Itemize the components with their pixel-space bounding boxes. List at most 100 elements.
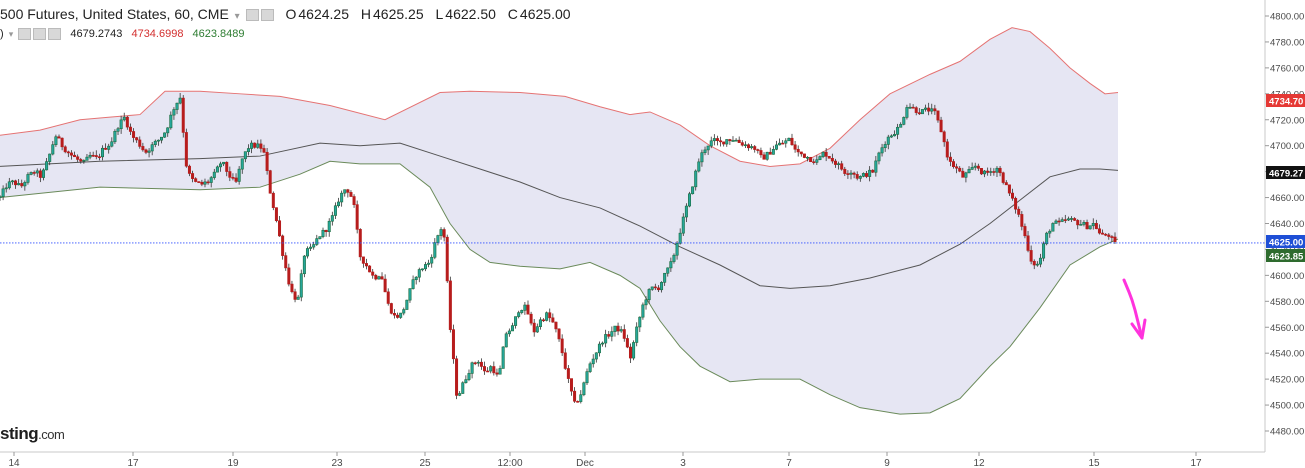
candle-body	[917, 112, 921, 115]
candle-body	[386, 291, 390, 304]
y-tick-label: 4580.00	[1270, 297, 1304, 308]
candle-body	[802, 153, 806, 158]
candle-body	[647, 289, 651, 301]
candle-body	[619, 329, 623, 332]
chevron-down-icon[interactable]: ▾	[8, 29, 14, 39]
close-icon[interactable]	[48, 28, 62, 41]
candle-body	[1088, 225, 1092, 230]
candle-body	[337, 201, 341, 207]
candle-body	[967, 169, 971, 174]
x-tick-label: 23	[331, 458, 343, 468]
candle-body	[759, 150, 763, 156]
candle-body	[660, 282, 664, 291]
candle-body	[392, 313, 396, 316]
candle-body	[424, 264, 428, 270]
candle-body	[700, 152, 704, 163]
candle-body	[163, 132, 167, 138]
settings-icon[interactable]	[245, 9, 259, 22]
ohlc-high-key: H	[360, 6, 371, 22]
candle-body	[970, 167, 974, 170]
settings-icon[interactable]	[18, 28, 32, 41]
indicator-title[interactable]: )	[0, 28, 4, 40]
candle-body	[504, 333, 508, 348]
candle-body	[1066, 218, 1070, 221]
ohlc-low-key: L	[435, 6, 444, 22]
candle-body	[719, 140, 723, 143]
price-axis[interactable]: 4800.004780.004760.004740.004720.004700.…	[1265, 12, 1304, 438]
candle-body	[787, 137, 791, 142]
candle-body	[858, 176, 862, 179]
candle-body	[166, 127, 170, 134]
logo-suffix: .com	[38, 427, 65, 442]
candle-body	[632, 342, 636, 359]
candle-body	[694, 170, 698, 188]
candle-body	[510, 325, 514, 332]
candle-body	[250, 142, 254, 149]
candle-body	[650, 286, 654, 290]
candle-body	[815, 159, 819, 163]
candle-body	[467, 373, 471, 380]
candle-body	[389, 303, 393, 314]
candle-body	[750, 146, 754, 149]
candle-body	[197, 181, 201, 183]
candle-body	[215, 166, 219, 173]
symbol-title[interactable]: 500 Futures, United States, 60, CME	[0, 6, 229, 22]
candle-body	[458, 393, 462, 396]
candle-body	[203, 181, 207, 185]
candle-body	[995, 167, 999, 173]
candle-body	[253, 142, 257, 148]
candle-body	[1107, 234, 1111, 237]
candle-body	[669, 261, 673, 269]
x-tick-label: 12:00	[497, 458, 522, 468]
price-tag-price	[1266, 235, 1305, 248]
candle-body	[144, 149, 148, 153]
candle-body	[486, 370, 490, 373]
candle-body	[1045, 232, 1049, 245]
candle-body	[523, 304, 527, 311]
candle-body	[1051, 223, 1055, 232]
candle-body	[377, 276, 381, 280]
price-tag-label-mid: 4679.27	[1269, 169, 1303, 180]
candle-body	[265, 151, 269, 171]
candle-body	[1007, 184, 1011, 194]
candle-body	[557, 328, 561, 340]
candle-body	[45, 161, 49, 171]
candle-body	[582, 382, 586, 396]
candles-layer	[0, 92, 1117, 404]
candle-body	[768, 151, 772, 155]
candle-body	[113, 131, 117, 143]
candle-body	[715, 138, 719, 142]
candle-body	[607, 334, 611, 337]
hide-icon[interactable]	[33, 28, 47, 41]
candle-body	[942, 131, 946, 143]
candle-body	[908, 106, 912, 109]
candle-body	[604, 334, 608, 344]
y-tick-label: 4700.00	[1270, 141, 1304, 152]
candle-body	[725, 139, 729, 145]
candle-body	[473, 362, 477, 365]
candle-body	[184, 132, 188, 167]
candle-body	[1042, 243, 1046, 259]
candle-body	[147, 150, 151, 153]
candle-body	[933, 108, 937, 112]
candle-body	[1001, 172, 1005, 183]
candle-body	[728, 139, 732, 142]
time-axis[interactable]: 14 17 19 23 25 12:00 Dec 3 7 9 12 15 17	[8, 452, 1202, 468]
candle-body	[517, 312, 521, 317]
chevron-down-icon[interactable]: ▾	[234, 11, 240, 22]
candle-body	[0, 196, 2, 198]
candle-body	[697, 161, 701, 172]
candle-body	[778, 142, 782, 146]
candle-body	[781, 142, 785, 145]
x-tick-label: 7	[786, 458, 792, 468]
candle-body	[1, 188, 5, 197]
candle-body	[501, 346, 505, 369]
hide-icon[interactable]	[260, 9, 274, 22]
candle-body	[1020, 214, 1024, 227]
candle-body	[91, 154, 95, 157]
candle-body	[225, 161, 229, 172]
candle-body	[992, 171, 996, 173]
candle-body	[237, 168, 241, 182]
candle-body	[346, 189, 350, 193]
